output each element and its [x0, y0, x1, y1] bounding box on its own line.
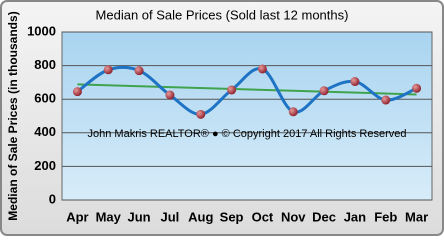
x-tick-label: Feb	[374, 209, 397, 224]
x-tick-label: Mar	[405, 209, 428, 224]
point	[165, 90, 175, 100]
chart-title: Median of Sale Prices (Sold last 12 mont…	[96, 7, 349, 22]
plot-area	[61, 31, 433, 201]
y-tick-label: 1000	[27, 23, 56, 38]
point	[381, 95, 391, 105]
x-tick-label: Oct	[252, 209, 274, 224]
y-tick-label: 200	[34, 158, 56, 173]
point	[134, 66, 144, 76]
x-tick-label: Apr	[66, 209, 88, 224]
x-tick-label: Jun	[128, 209, 151, 224]
point	[103, 65, 113, 75]
x-tick-label: Nov	[281, 209, 306, 224]
x-tick-label: Aug	[188, 209, 213, 224]
x-tick-label: Dec	[312, 209, 336, 224]
x-tick-label: Sep	[220, 209, 244, 224]
y-tick-label: 800	[34, 57, 56, 72]
x-tick-label: May	[96, 209, 122, 224]
point	[319, 86, 329, 96]
x-tick-label: Jan	[344, 209, 366, 224]
point	[72, 87, 82, 97]
y-tick-label: 400	[34, 124, 56, 139]
point	[227, 85, 237, 95]
point	[412, 83, 422, 93]
point	[196, 109, 206, 119]
trend-line	[77, 83, 417, 96]
y-axis-label: Median of Sale Prices (in thousands)	[6, 11, 20, 220]
y-tick-label: 0	[49, 191, 56, 206]
x-tick-label: Jul	[161, 209, 180, 224]
y-tick-label: 600	[34, 91, 56, 106]
annotation: John Makris REALTOR® ● © Copyright 2017 …	[88, 128, 407, 140]
point	[257, 64, 267, 74]
point	[288, 107, 298, 117]
point	[350, 77, 360, 87]
